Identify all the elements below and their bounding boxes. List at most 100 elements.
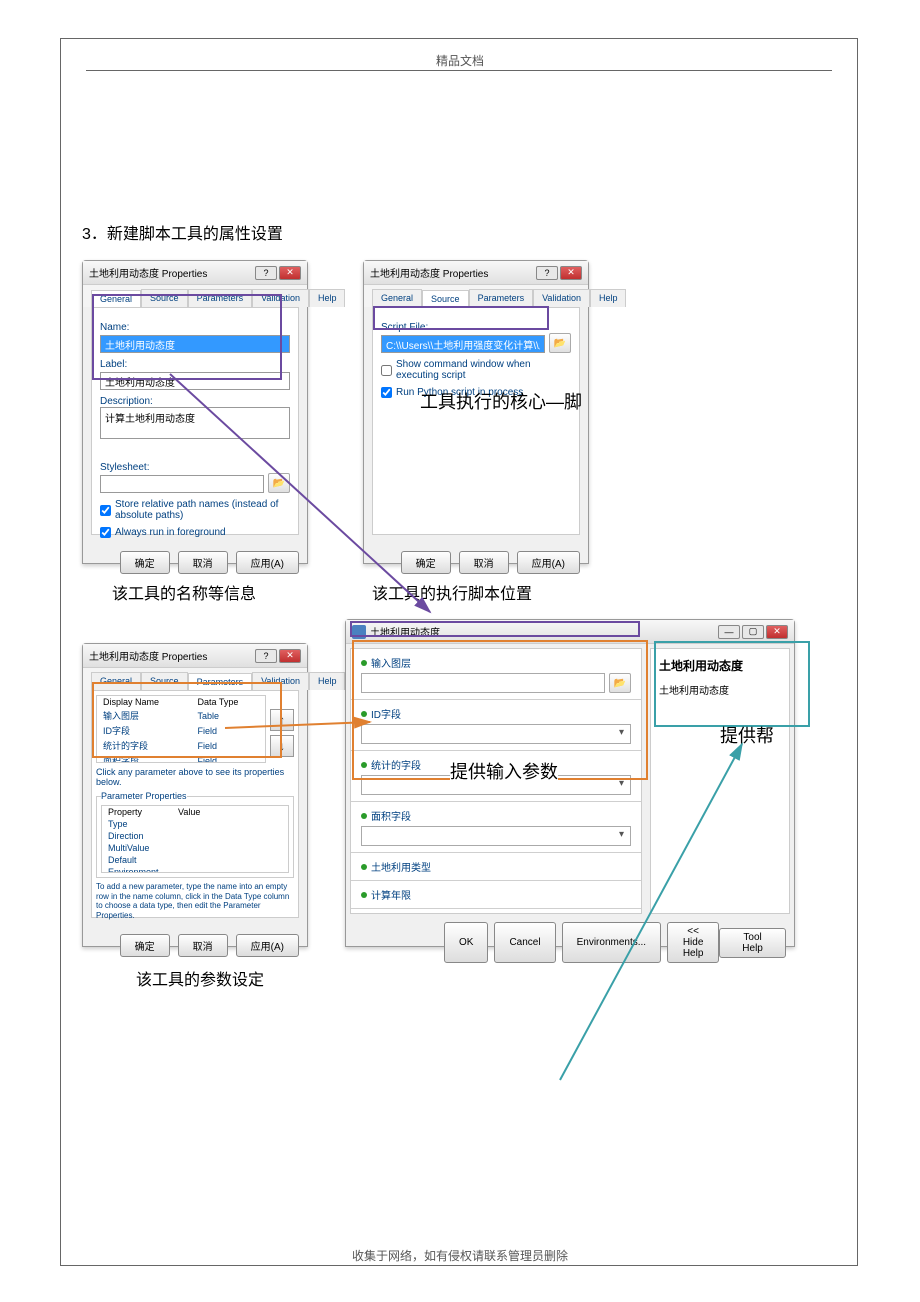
tab-parameters[interactable]: Parameters bbox=[188, 289, 253, 307]
prop-multivalue: MultiValue bbox=[102, 842, 288, 854]
check-cmdwindow[interactable] bbox=[381, 365, 392, 376]
check-foreground[interactable] bbox=[100, 527, 111, 538]
maximize-icon[interactable]: ▢ bbox=[742, 625, 764, 639]
ok-button[interactable]: OK bbox=[444, 922, 488, 963]
param-row: 输出统计表 📂 bbox=[351, 909, 641, 914]
minimize-icon[interactable]: — bbox=[718, 625, 740, 639]
tab-source[interactable]: Source bbox=[141, 289, 188, 307]
help-panel: 土地利用动态度 土地利用动态度 bbox=[650, 648, 790, 914]
tab-source[interactable]: Source bbox=[422, 290, 469, 308]
tab-help[interactable]: Help bbox=[309, 289, 346, 307]
footer-label: 收集于网络，如有侵权请联系管理员删除 bbox=[352, 1247, 568, 1264]
name-label: Name: bbox=[100, 322, 290, 333]
script-label: Script File: bbox=[381, 322, 571, 333]
param-table[interactable]: Display NameData Type 输入图层Table ID字段Fiel… bbox=[97, 696, 265, 763]
desc-label: Description: bbox=[100, 396, 290, 407]
tab-validation[interactable]: Validation bbox=[533, 289, 590, 307]
param-hint: Click any parameter above to see its pro… bbox=[96, 767, 294, 787]
props-legend: Parameter Properties bbox=[101, 791, 187, 801]
prop-head-property: Property bbox=[108, 807, 178, 817]
titlebar[interactable]: 土地利用动态度 — ▢ ✕ bbox=[346, 620, 794, 644]
tab-help[interactable]: Help bbox=[309, 672, 346, 690]
tab-general[interactable]: General bbox=[372, 289, 422, 307]
col-displayname: Display Name bbox=[97, 696, 192, 708]
style-input[interactable] bbox=[100, 475, 264, 493]
check-foreground-label: Always run in foreground bbox=[115, 527, 226, 538]
tabstrip: General Source Parameters Validation Hel… bbox=[83, 668, 307, 690]
ok-button[interactable]: 确定 bbox=[401, 551, 451, 574]
caption-source: 该工具的执行脚本位置 bbox=[372, 580, 532, 604]
bullet-icon bbox=[361, 864, 367, 870]
help-icon[interactable]: ? bbox=[255, 266, 277, 280]
move-down-button[interactable]: ↓ bbox=[270, 735, 294, 757]
param-row: ID字段 bbox=[351, 700, 641, 751]
cancel-button[interactable]: 取消 bbox=[178, 551, 228, 574]
check-inprocess[interactable] bbox=[381, 387, 392, 398]
close-icon[interactable]: ✕ bbox=[279, 649, 301, 663]
bullet-icon bbox=[361, 711, 367, 717]
help-icon[interactable]: ? bbox=[255, 649, 277, 663]
desc-input[interactable] bbox=[100, 407, 290, 439]
toolhelp-button[interactable]: Tool Help bbox=[719, 928, 786, 958]
annotation-input: 提供输入参数 bbox=[450, 758, 558, 784]
prop-direction: Direction bbox=[102, 830, 288, 842]
param-row: 面积字段 bbox=[351, 802, 641, 853]
label-label: Label: bbox=[100, 359, 290, 370]
hidehelp-button[interactable]: << Hide Help bbox=[667, 922, 719, 963]
cancel-button[interactable]: 取消 bbox=[459, 551, 509, 574]
header-rule bbox=[86, 70, 832, 71]
param-label: 计算年限 bbox=[371, 887, 411, 902]
move-up-button[interactable]: ↑ bbox=[270, 709, 294, 731]
folder-icon[interactable]: 📂 bbox=[549, 333, 571, 353]
param-select[interactable] bbox=[361, 826, 631, 846]
close-icon[interactable]: ✕ bbox=[279, 266, 301, 280]
apply-button[interactable]: 应用(A) bbox=[517, 551, 580, 574]
titlebar[interactable]: 土地利用动态度 Properties ? ✕ bbox=[83, 644, 307, 668]
help-icon[interactable]: ? bbox=[536, 266, 558, 280]
help-text: To add a new parameter, type the name in… bbox=[96, 882, 294, 920]
bullet-icon bbox=[361, 660, 367, 666]
titlebar[interactable]: 土地利用动态度 Properties ? ✕ bbox=[83, 261, 307, 285]
prop-head-value: Value bbox=[178, 807, 200, 817]
prop-default: Default bbox=[102, 854, 288, 866]
title-text: 土地利用动态度 Properties bbox=[370, 265, 536, 280]
tab-help[interactable]: Help bbox=[590, 289, 627, 307]
close-icon[interactable]: ✕ bbox=[766, 625, 788, 639]
param-label: 土地利用类型 bbox=[371, 859, 431, 874]
param-label: 面积字段 bbox=[371, 808, 411, 823]
table-row: 输入图层Table bbox=[97, 708, 265, 723]
bullet-icon bbox=[361, 813, 367, 819]
folder-icon[interactable]: 📂 bbox=[268, 473, 290, 493]
label-input[interactable] bbox=[100, 372, 290, 390]
close-icon[interactable]: ✕ bbox=[560, 266, 582, 280]
env-button[interactable]: Environments... bbox=[562, 922, 661, 963]
browse-icon[interactable]: 📂 bbox=[609, 673, 631, 693]
param-label: 输入图层 bbox=[371, 655, 411, 670]
tab-validation[interactable]: Validation bbox=[252, 672, 309, 690]
param-row: 土地利用类型 bbox=[351, 853, 641, 881]
apply-button[interactable]: 应用(A) bbox=[236, 551, 299, 574]
param-label: 统计的字段 bbox=[371, 757, 421, 772]
tab-parameters[interactable]: Parameters bbox=[469, 289, 534, 307]
param-row: 输入图层 📂 bbox=[351, 649, 641, 700]
tab-general[interactable]: General bbox=[91, 290, 141, 308]
tab-source[interactable]: Source bbox=[141, 672, 188, 690]
prop-environment: Environment bbox=[102, 866, 288, 873]
script-input[interactable] bbox=[381, 335, 545, 353]
cancel-button[interactable]: 取消 bbox=[178, 934, 228, 957]
titlebar[interactable]: 土地利用动态度 Properties ? ✕ bbox=[364, 261, 588, 285]
help-title: 土地利用动态度 bbox=[659, 657, 781, 674]
cancel-button[interactable]: Cancel bbox=[494, 922, 555, 963]
param-input[interactable] bbox=[361, 673, 605, 693]
param-select[interactable] bbox=[361, 724, 631, 744]
ok-button[interactable]: 确定 bbox=[120, 934, 170, 957]
tab-general[interactable]: General bbox=[91, 672, 141, 690]
title-text: 土地利用动态度 Properties bbox=[89, 648, 255, 663]
tab-parameters[interactable]: Parameters bbox=[188, 673, 253, 691]
check-relative[interactable] bbox=[100, 505, 111, 516]
name-input[interactable] bbox=[100, 335, 290, 353]
ok-button[interactable]: 确定 bbox=[120, 551, 170, 574]
tab-validation[interactable]: Validation bbox=[252, 289, 309, 307]
apply-button[interactable]: 应用(A) bbox=[236, 934, 299, 957]
help-body: 土地利用动态度 bbox=[659, 682, 781, 697]
